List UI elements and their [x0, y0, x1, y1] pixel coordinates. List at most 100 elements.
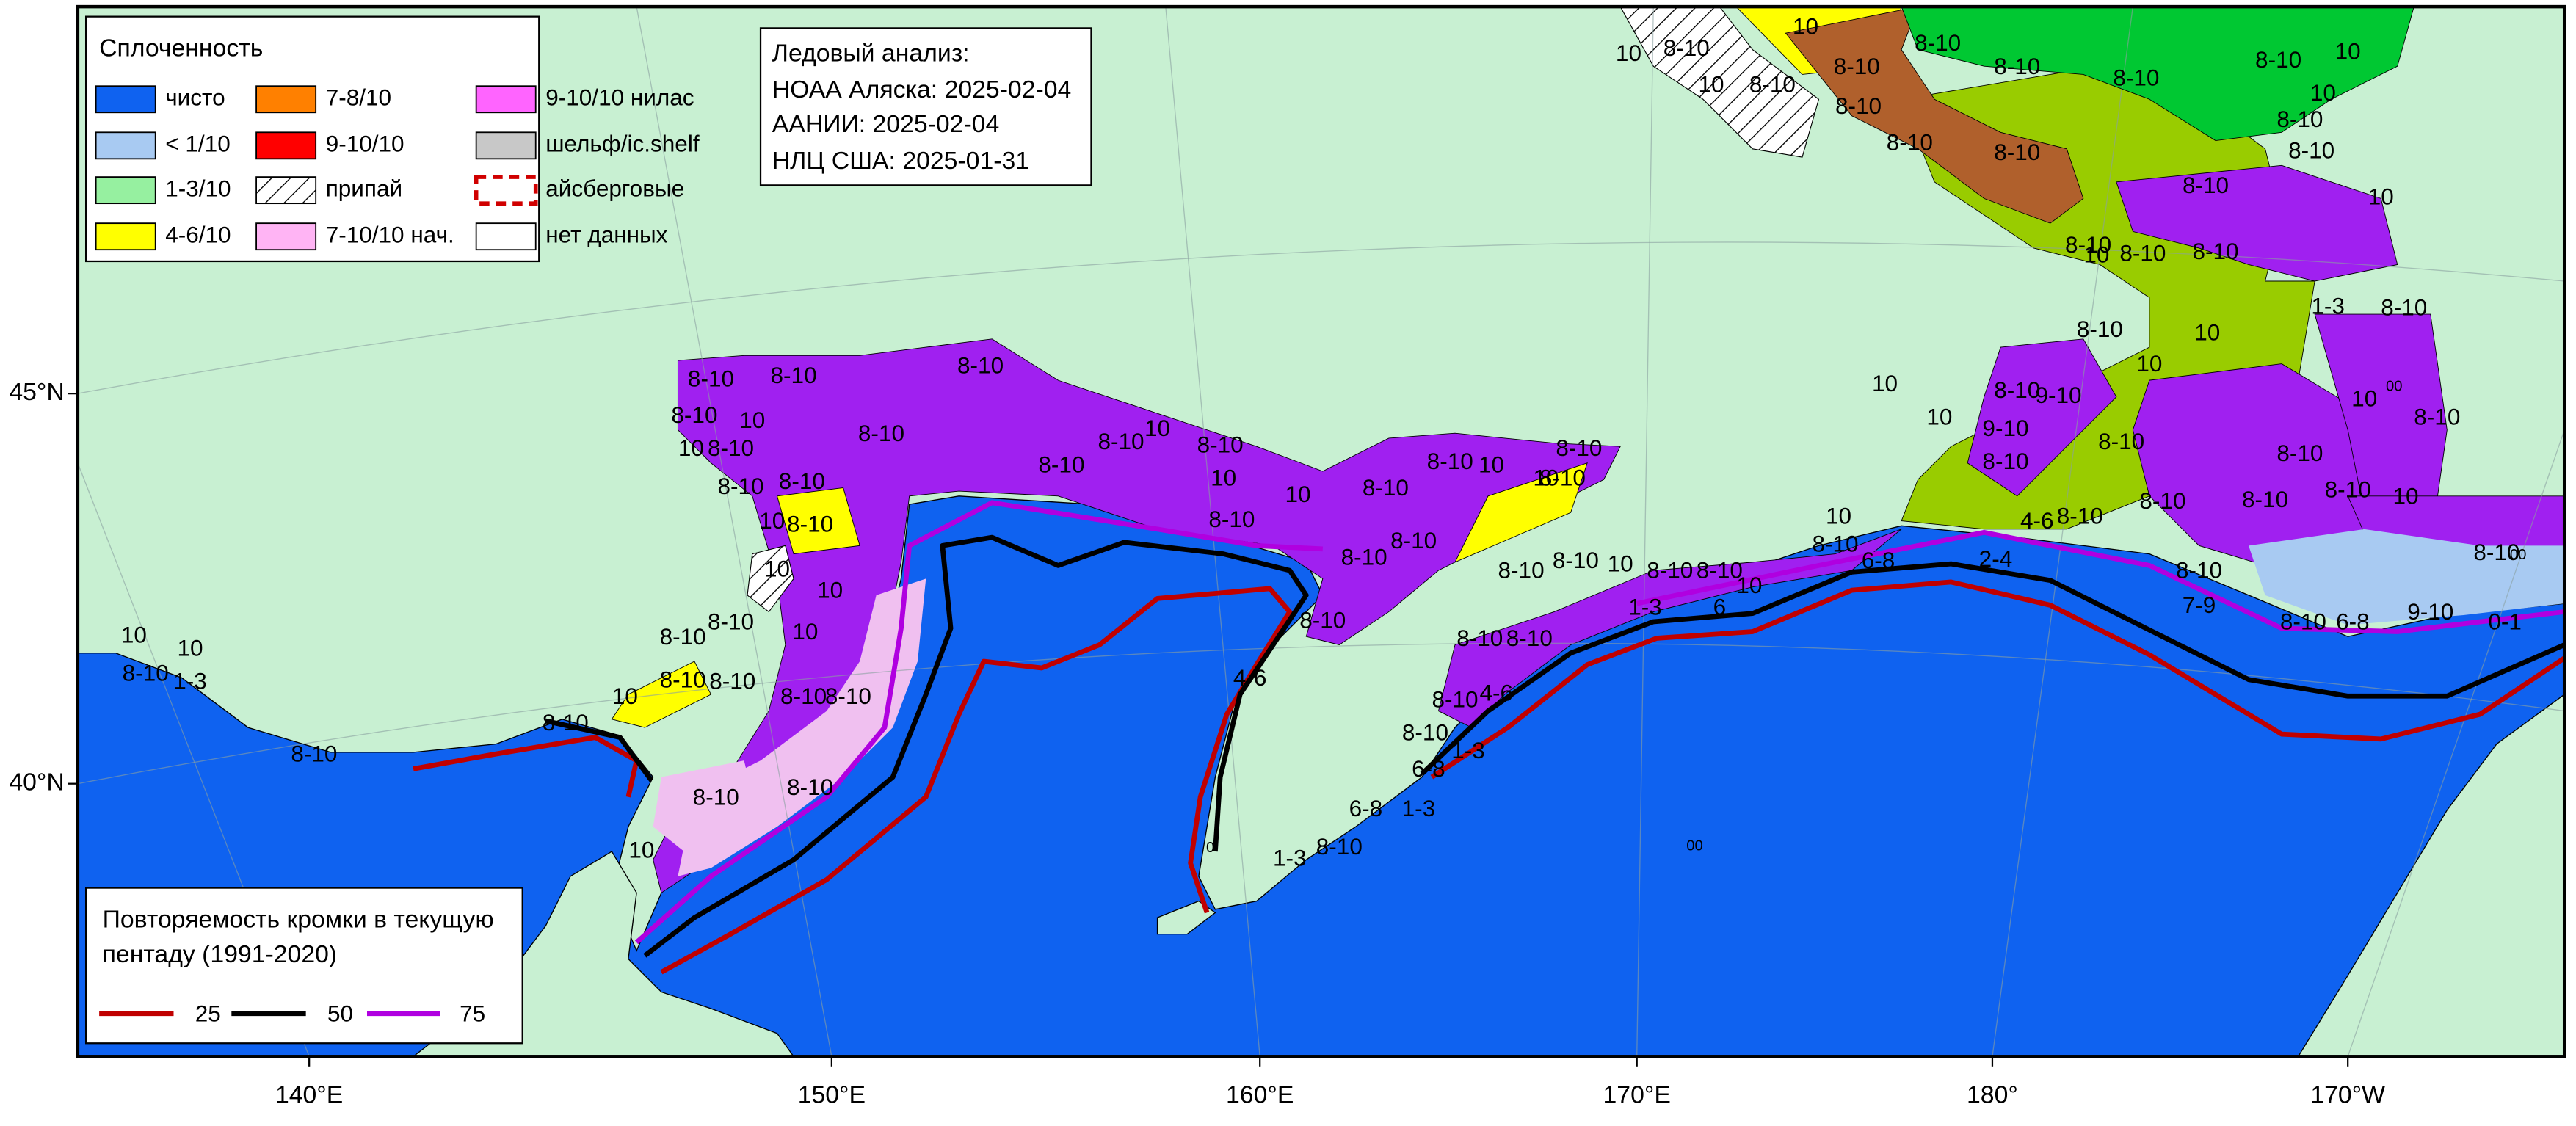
- legend-swatch: [95, 222, 156, 251]
- concentration-label: 6-8: [1412, 755, 1445, 782]
- concentration-label: 8-10: [671, 402, 717, 428]
- graticule: [77, 241, 2565, 394]
- concentration-label: 7-9: [2183, 592, 2216, 618]
- edge-contour: [643, 534, 1309, 958]
- legend-label: < 1/10: [165, 131, 231, 157]
- legend-label: 1-3/10: [165, 175, 231, 201]
- concentration-label: 8-10: [2183, 172, 2229, 198]
- concentration-label: 10: [2194, 319, 2220, 345]
- graticule: [1992, 7, 2134, 1057]
- legend-swatch: [95, 85, 156, 114]
- concentration-label: 10: [612, 683, 638, 709]
- concentration-label: 8-10: [1341, 544, 1387, 570]
- concentration-label: 8-10: [709, 668, 755, 694]
- concentration-label: 8-10: [1539, 465, 1586, 491]
- recurrence-box: [84, 887, 523, 1045]
- concentration-label: 8-10: [1427, 448, 1473, 474]
- concentration-label: 8-10: [660, 666, 706, 692]
- concentration-label: 8-10: [2288, 137, 2334, 164]
- lon-label: 170°E: [1603, 1080, 1671, 1108]
- concentration-label: 8-10: [1363, 474, 1409, 501]
- concentration-label: 6-8: [2336, 609, 2370, 635]
- edge-contour: [1636, 529, 2565, 634]
- concentration-label: 10: [2368, 184, 2394, 210]
- map-frame: [76, 4, 2566, 1058]
- concentration-label: 1-3: [173, 668, 207, 694]
- concentration-label: 8-10: [693, 783, 739, 810]
- concentration-label: 10: [759, 507, 785, 534]
- lat-label: 40°N: [9, 769, 64, 796]
- concentration-label: 4-6: [1233, 664, 1267, 691]
- concentration-label: 8-10: [1915, 29, 1961, 56]
- concentration-label: 10: [1211, 465, 1236, 491]
- edge-contour: [1430, 579, 2565, 780]
- concentration-label: 8-10: [717, 473, 763, 499]
- legend-label: айсберговые: [545, 175, 684, 201]
- legend-label: чисто: [165, 84, 225, 111]
- concentration-label: 8-10: [1749, 71, 1796, 98]
- concentration-label: 8-10: [123, 659, 169, 686]
- concentration-label: 10: [177, 635, 203, 661]
- legend-label: 7-10/10 нач.: [326, 222, 454, 248]
- concentration-label: 8-10: [2473, 539, 2519, 565]
- concentration-label: 8-10: [543, 709, 589, 735]
- concentration-label: 10: [739, 407, 765, 433]
- legend-label: 9-10/10: [326, 131, 404, 157]
- concentration-label: 8-10: [1982, 448, 2028, 474]
- concentration-label: 10: [628, 836, 654, 862]
- ice-zone: [653, 760, 761, 860]
- concentration-label: 9-10: [2036, 382, 2082, 408]
- concentration-label: 10: [764, 555, 790, 581]
- concentration-label: 10: [1144, 415, 1170, 441]
- fast-ice: [1619, 7, 1820, 158]
- concentration-label: 8-10: [1994, 53, 2040, 79]
- recurrence-label: 50: [327, 1000, 353, 1026]
- concentration-label: 10: [2335, 38, 2361, 65]
- concentration-label: 10: [678, 435, 704, 461]
- recurrence-subtitle: пентаду (1991-2020): [103, 940, 338, 968]
- edge-contour: [413, 735, 639, 798]
- edge-contour: [545, 718, 654, 782]
- concentration-label: 10: [1285, 481, 1310, 507]
- ice-zone: [2116, 164, 2398, 282]
- concentration-label: 10: [2310, 79, 2336, 106]
- info-line: НЛЦ США: 2025-01-31: [772, 147, 1029, 175]
- axes: 140°E 150°E 160°E 170°E 180° 170°W 45°N 40°N: [9, 378, 2385, 1108]
- legend-label: 9-10/10 нилас: [545, 84, 694, 111]
- legend-label: припай: [326, 175, 402, 201]
- legend-swatch: [255, 85, 317, 114]
- graticule: [1165, 7, 1260, 1057]
- lat-label: 45°N: [9, 378, 64, 406]
- legend-title: Сплоченность: [99, 34, 263, 62]
- concentration-label: 8-10: [660, 623, 706, 650]
- edge-contour: [634, 500, 1323, 945]
- info-line: ААНИИ: 2025-02-04: [772, 110, 999, 138]
- concentration-label: 10: [2392, 482, 2418, 509]
- lon-label: 160°E: [1226, 1080, 1294, 1108]
- concentration-label: 9-10: [2407, 598, 2453, 625]
- legend-swatch: [255, 131, 317, 160]
- legend-swatch: [95, 176, 156, 205]
- concentration-label: 8-10: [2139, 487, 2185, 514]
- concentration-label: 00: [1686, 838, 1703, 854]
- concentration-label: 8-10: [2192, 238, 2238, 264]
- concentration-label: 10: [1699, 71, 1724, 98]
- concentration-label: 8-10: [825, 683, 871, 709]
- concentration-label: 8-10: [858, 420, 904, 446]
- concentration-label: 8-10: [1506, 625, 1553, 651]
- concentration-label: 8-10: [1647, 557, 1693, 584]
- concentration-label: 8-10: [2098, 428, 2144, 454]
- concentration-label: 1-3: [1273, 845, 1307, 871]
- concentration-label: 10: [1736, 572, 1762, 598]
- concentration-label: 8-10: [1887, 128, 1933, 155]
- concentration-label: 8-10: [2325, 476, 2371, 502]
- concentration-label: 0-1: [2488, 609, 2522, 635]
- concentration-label: 8-10: [1835, 92, 1882, 119]
- concentration-label: 8-10: [291, 741, 337, 767]
- concentration-label: 8-10: [2119, 239, 2166, 266]
- concentration-label: 10: [1826, 502, 1851, 529]
- concentration-label: 9-10: [1982, 415, 2028, 441]
- legend-label: 4-6/10: [165, 222, 231, 248]
